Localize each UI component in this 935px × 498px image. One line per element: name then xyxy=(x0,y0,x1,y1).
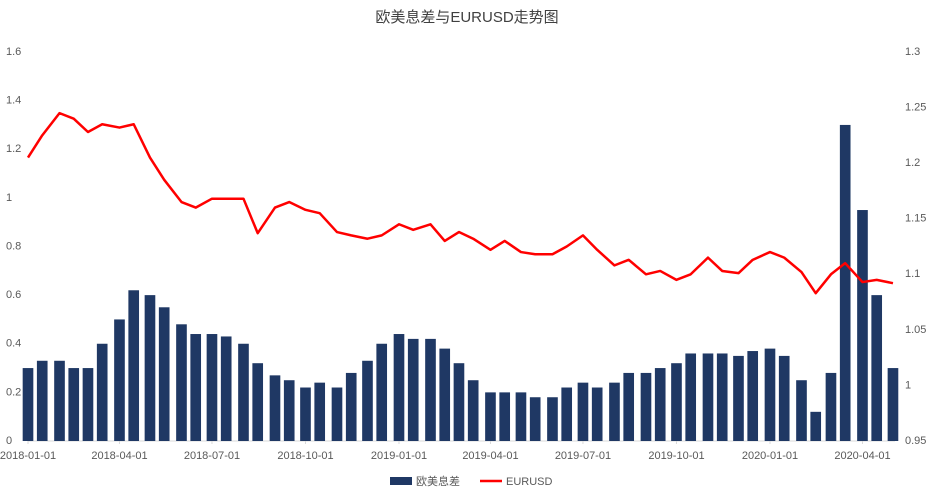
y2-tick-label: 1.3 xyxy=(905,46,920,58)
bar xyxy=(314,382,326,441)
bar xyxy=(654,368,666,441)
y2-tick-label: 0.95 xyxy=(905,435,926,447)
bar xyxy=(529,397,541,441)
bar xyxy=(22,368,34,441)
x-tick-label: 2019-04-01 xyxy=(462,450,518,462)
bar xyxy=(747,351,759,441)
bar xyxy=(671,363,682,441)
bar xyxy=(176,324,187,441)
bar xyxy=(190,334,202,441)
bar xyxy=(36,360,48,441)
bar xyxy=(393,334,405,441)
chart-title: 欧美息差与EURUSD走势图 xyxy=(375,9,558,26)
bar xyxy=(887,368,899,441)
bar xyxy=(439,348,451,441)
bar xyxy=(68,368,80,441)
bar xyxy=(810,411,822,441)
y-tick-label: 0.4 xyxy=(6,338,21,350)
bar xyxy=(839,124,851,441)
y2-tick-label: 1 xyxy=(905,379,911,391)
bar xyxy=(561,387,573,441)
bar xyxy=(685,353,697,441)
bar xyxy=(331,387,343,441)
bar xyxy=(283,380,295,441)
y-tick-label: 1.2 xyxy=(6,143,21,155)
bar xyxy=(54,360,65,441)
bar xyxy=(238,343,249,441)
bar xyxy=(96,343,108,441)
y-tick-label: 0.2 xyxy=(6,386,21,398)
y2-tick-label: 1.15 xyxy=(905,213,926,225)
bar xyxy=(871,295,883,441)
bar xyxy=(206,334,218,441)
x-tick-label: 2018-04-01 xyxy=(91,450,147,462)
y2-tick-label: 1.1 xyxy=(905,268,920,280)
x-tick-label: 2020-04-01 xyxy=(834,450,890,462)
bar xyxy=(345,372,357,441)
x-tick-label: 2019-10-01 xyxy=(648,450,704,462)
bar xyxy=(158,307,170,441)
y2-tick-label: 1.25 xyxy=(905,101,926,113)
x-tick-label: 2019-01-01 xyxy=(371,450,427,462)
bar xyxy=(796,380,807,441)
bar xyxy=(733,355,744,441)
y-tick-label: 1 xyxy=(6,192,12,204)
bar xyxy=(362,360,373,441)
y-tick-label: 0.6 xyxy=(6,289,21,301)
bar xyxy=(425,338,436,441)
bar xyxy=(114,319,125,441)
y2-tick-label: 1.05 xyxy=(905,324,926,336)
legend-swatch xyxy=(390,477,412,485)
bar xyxy=(376,343,388,441)
legend-label: EURUSD xyxy=(506,476,553,488)
x-tick-label: 2018-07-01 xyxy=(184,450,240,462)
x-tick-label: 2019-07-01 xyxy=(555,450,611,462)
bar xyxy=(825,372,837,441)
bar xyxy=(640,372,652,441)
line xyxy=(26,111,894,295)
bar xyxy=(764,348,776,441)
x-tick-label: 2018-10-01 xyxy=(277,450,333,462)
bar xyxy=(577,382,589,441)
legend-label: 欧美息差 xyxy=(416,474,460,488)
bar xyxy=(128,290,140,441)
bar xyxy=(623,372,635,441)
bar xyxy=(702,353,714,441)
bar xyxy=(778,355,790,441)
y-tick-label: 0 xyxy=(6,435,12,447)
bar xyxy=(485,392,496,441)
y-tick-label: 1.4 xyxy=(6,95,21,107)
bar xyxy=(300,387,311,441)
bar xyxy=(609,382,620,441)
bar xyxy=(220,336,232,441)
bar xyxy=(499,392,511,441)
y-tick-label: 1.6 xyxy=(6,46,21,58)
bar xyxy=(82,368,94,441)
bar xyxy=(407,338,419,441)
bar xyxy=(857,210,868,441)
x-tick-label: 2018-01-01 xyxy=(0,450,56,462)
bar xyxy=(547,397,558,441)
bar xyxy=(467,380,479,441)
bar xyxy=(453,363,465,441)
bar xyxy=(269,375,281,441)
bar xyxy=(252,363,264,441)
y2-tick-label: 1.2 xyxy=(905,157,920,169)
bar xyxy=(515,392,527,441)
x-tick-label: 2020-01-01 xyxy=(742,450,798,462)
bar xyxy=(144,295,156,441)
bar xyxy=(716,353,728,441)
bar xyxy=(591,387,603,441)
y-tick-label: 0.8 xyxy=(6,240,21,252)
